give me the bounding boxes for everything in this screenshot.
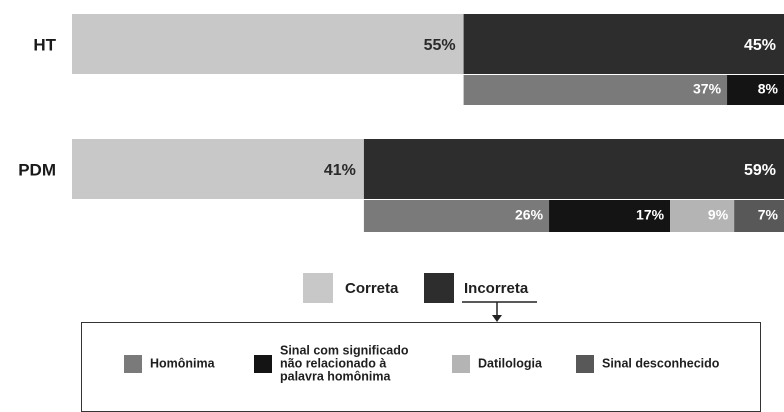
category-label-ht: HT [33, 35, 56, 54]
bar-incorreta-ht [463, 14, 784, 74]
legend-label-sinal_sem_relacao-line-3: palavra homônima [280, 369, 391, 383]
breakdown-label-sinal_sem_relacao-pdm: 17% [636, 207, 665, 223]
legend-label-correta: Correta [345, 280, 399, 297]
legend-swatch-correta [303, 273, 333, 303]
breakdown-label-datilologia-pdm: 9% [708, 207, 729, 223]
legend-label-incorreta: Incorreta [464, 280, 529, 297]
legend-label-sinal_sem_relacao-line-1: Sinal com significado [280, 343, 409, 357]
bar-incorreta-pdm [363, 139, 784, 199]
legend-label-homonima: Homônima [150, 356, 216, 370]
breakdown-bar-sinal_sem_relacao-ht [727, 75, 784, 105]
data-label-incorreta-ht: 45% [744, 37, 776, 54]
legend-swatch-sinal_sem_relacao [254, 355, 272, 373]
arrow-down-icon [492, 315, 502, 322]
breakdown-bar-sinal_sem_relacao-pdm [549, 200, 671, 232]
breakdown-bar-homonima-ht [463, 75, 728, 105]
data-label-incorreta-pdm: 59% [744, 162, 776, 179]
breakdown-bar-datilologia-pdm [670, 200, 735, 232]
breakdown-label-sinal_desconhecido-pdm: 7% [758, 207, 779, 223]
bar-correta-pdm [72, 139, 364, 199]
legend-swatch-sinal_desconhecido [576, 355, 594, 373]
data-label-correta-ht: 55% [424, 37, 456, 54]
category-label-pdm: PDM [18, 160, 56, 179]
stacked-bar-chart: HT 55% 45% 37% 8% PDM 41% 59% 26% 17% 9% 7% Correta I… [18, 14, 784, 383]
legend-label-datilologia: Datilologia [478, 356, 543, 370]
breakdown-label-homonima-pdm: 26% [515, 207, 544, 223]
breakdown-bar-sinal_desconhecido-pdm [734, 200, 784, 232]
legend-swatch-incorreta [424, 273, 454, 303]
legend-swatch-datilologia [452, 355, 470, 373]
bar-correta-ht [72, 14, 464, 74]
legend-label-sinal_desconhecido: Sinal desconhecido [602, 356, 720, 370]
breakdown-bar-homonima-pdm [363, 200, 550, 232]
breakdown-label-homonima-ht: 37% [693, 81, 722, 97]
breakdown-label-sinal_sem_relacao-ht: 8% [758, 81, 779, 97]
legend-swatch-homonima [124, 355, 142, 373]
legend-label-sinal_sem_relacao-line-2: não relacionado à [280, 356, 386, 370]
data-label-correta-pdm: 41% [324, 162, 356, 179]
